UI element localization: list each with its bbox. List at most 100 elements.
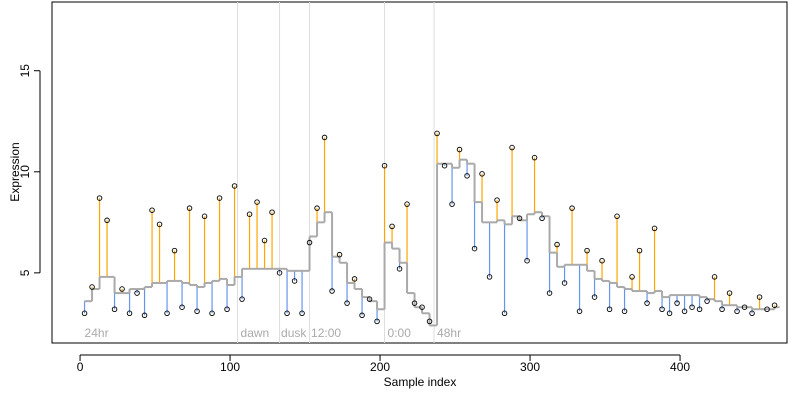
- point: [621, 308, 628, 315]
- point: [306, 239, 313, 246]
- point: [501, 310, 508, 317]
- x-tick-label: 400: [670, 360, 690, 374]
- point: [224, 306, 230, 312]
- point: [396, 266, 403, 272]
- point: [194, 308, 200, 315]
- point: [486, 274, 493, 280]
- point: [359, 312, 365, 319]
- point: [149, 207, 155, 213]
- point: [246, 211, 253, 217]
- point: [471, 245, 478, 252]
- point: [591, 294, 598, 300]
- point: [336, 251, 343, 258]
- point: [576, 308, 583, 315]
- x-tick-label: 100: [220, 360, 240, 374]
- point: [734, 308, 740, 315]
- plot-frame: [51, 1, 788, 344]
- point: [584, 247, 590, 254]
- point: [201, 213, 208, 220]
- point: [741, 304, 748, 310]
- point: [171, 247, 178, 254]
- point: [606, 306, 613, 312]
- point: [546, 290, 553, 296]
- point: [209, 310, 215, 317]
- x-tick-label: 200: [370, 360, 390, 374]
- point: [381, 162, 388, 169]
- x-axis-label: Sample index: [384, 375, 457, 389]
- point: [441, 162, 448, 169]
- point: [419, 304, 425, 310]
- phase-label: 48hr: [437, 326, 461, 340]
- point: [674, 300, 680, 306]
- point: [629, 274, 635, 280]
- point: [509, 144, 515, 151]
- point: [351, 276, 358, 282]
- point: [156, 221, 163, 228]
- point: [689, 304, 695, 310]
- point: [321, 134, 328, 141]
- point: [329, 288, 335, 294]
- phase-label: dawn: [241, 326, 270, 340]
- point: [749, 310, 755, 317]
- point: [269, 209, 275, 215]
- y-tick-label: 10: [18, 165, 32, 179]
- point: [771, 302, 778, 308]
- phase-label: 12:00: [311, 326, 341, 340]
- point: [644, 300, 650, 306]
- point: [756, 294, 763, 300]
- phase-label: 0:00: [388, 326, 412, 340]
- point: [126, 310, 133, 317]
- point: [449, 201, 455, 207]
- point: [134, 290, 140, 296]
- point: [696, 306, 703, 312]
- point: [666, 310, 673, 317]
- point: [231, 183, 238, 189]
- point: [81, 310, 88, 317]
- x-tick-label: 0: [77, 360, 84, 374]
- phase-label: dusk: [281, 326, 307, 340]
- point: [494, 197, 500, 203]
- point: [659, 306, 665, 312]
- y-tick-label: 15: [18, 64, 32, 78]
- phase-label: 24hr: [85, 326, 109, 340]
- point: [254, 199, 260, 205]
- point: [704, 298, 710, 304]
- point: [164, 310, 170, 317]
- point: [104, 217, 110, 224]
- point: [561, 280, 568, 286]
- point: [516, 215, 523, 222]
- y-tick-label: 5: [18, 269, 32, 276]
- point: [141, 312, 148, 319]
- point: [291, 278, 298, 284]
- x-tick-label: 300: [520, 360, 540, 374]
- point: [651, 225, 658, 232]
- point: [179, 304, 185, 310]
- point: [764, 306, 770, 312]
- point: [719, 306, 725, 312]
- point: [299, 310, 305, 317]
- point: [426, 318, 433, 325]
- point: [374, 318, 380, 325]
- point: [284, 310, 290, 317]
- point: [404, 201, 410, 207]
- point: [314, 205, 320, 211]
- point: [711, 274, 718, 280]
- point: [216, 195, 223, 201]
- point: [366, 296, 373, 302]
- point: [599, 257, 605, 264]
- point: [186, 205, 193, 211]
- point: [636, 247, 643, 254]
- point: [479, 171, 485, 177]
- point: [569, 205, 575, 211]
- point: [681, 308, 688, 315]
- y-axis-label: Expression: [8, 142, 22, 201]
- point: [614, 213, 620, 220]
- point: [456, 146, 463, 153]
- point: [531, 154, 538, 161]
- point: [276, 270, 283, 276]
- point: [464, 173, 470, 179]
- point: [89, 284, 95, 290]
- point: [434, 130, 440, 137]
- point: [726, 290, 733, 296]
